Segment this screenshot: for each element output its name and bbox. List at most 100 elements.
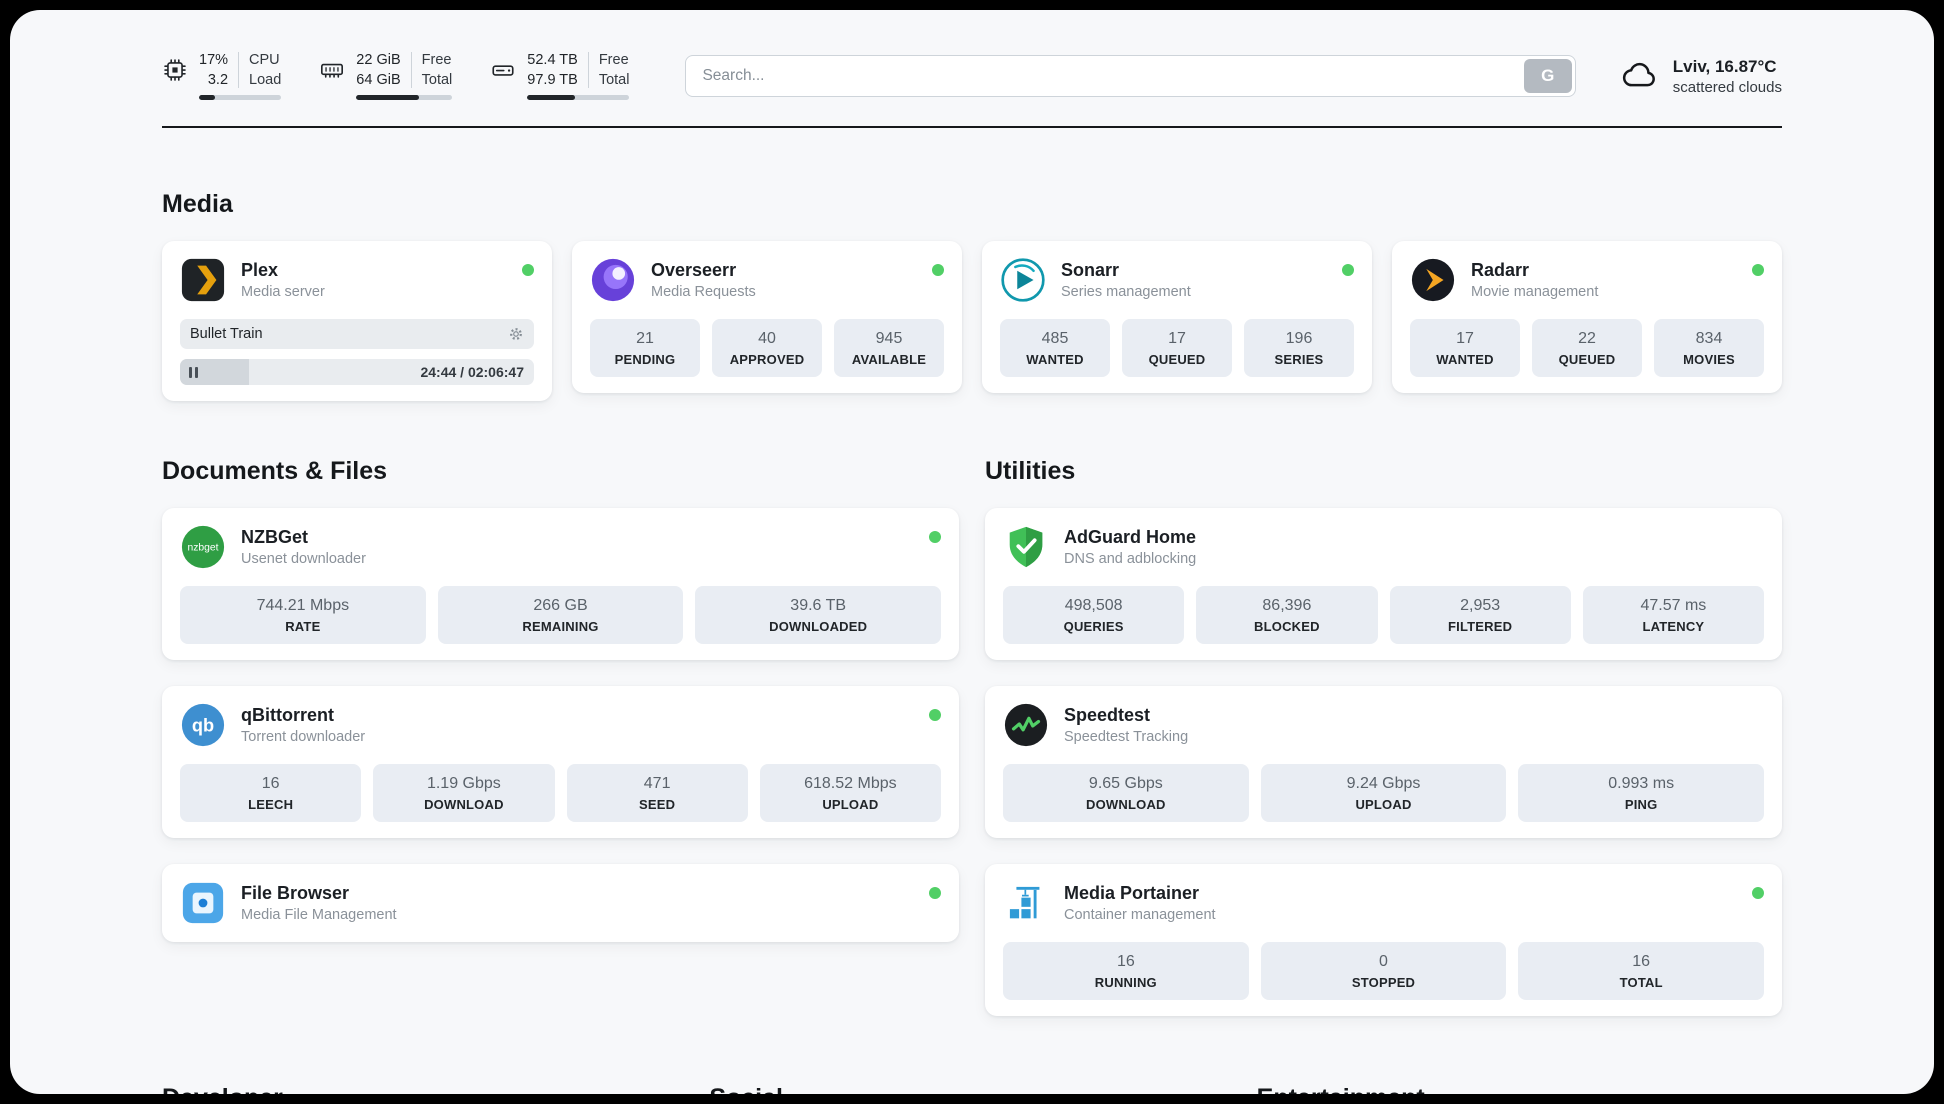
ram-total-label: Total [421,71,453,88]
header-divider [162,126,1782,129]
section-title-entertainment: Entertainment [1257,1084,1782,1094]
cloud-icon [1622,63,1655,87]
stat-box: 16 TOTAL [1518,942,1765,1001]
svg-text:qb: qb [192,716,214,736]
card-nzbget[interactable]: nzbget NZBGet Usenet downloader 744.21 M… [162,508,959,661]
stat-value: 744.21 Mbps [256,597,350,615]
service-subtitle: Container management [1064,907,1216,924]
now-playing-row: Bullet Train [180,319,534,350]
stat-value: 39.6 TB [790,597,847,615]
card-qbittorrent[interactable]: qb qBittorrent Torrent downloader 16 LEE… [162,686,959,839]
stat-box: 744.21 Mbps RATE [180,586,426,645]
stat-box: 16 LEECH [180,764,362,823]
stat-value: 266 GB [533,597,588,615]
stat-value: 16 [1116,953,1135,971]
service-subtitle: Movie management [1471,284,1599,301]
media-cards-row: Plex Media server Bullet Train 24:44 / 0… [162,241,1782,402]
stat-box: 498,508 QUERIES [1003,586,1185,645]
ram-widget: 22 GiB 64 GiB Free Total [319,52,453,101]
overseerr-header: Overseerr Media Requests [590,257,944,303]
card-filebrowser[interactable]: File Browser Media File Management [162,864,959,943]
stat-box: 17 QUEUED [1122,319,1232,378]
service-subtitle: Media server [241,284,325,301]
stat-label: RUNNING [1094,975,1157,991]
card-speedtest[interactable]: Speedtest Speedtest Tracking 9.65 Gbps D… [985,686,1782,839]
ram-usage-bar [356,95,453,101]
stat-value: 485 [1041,330,1069,348]
service-subtitle: DNS and adblocking [1064,551,1197,568]
stat-box: 9.65 Gbps DOWNLOAD [1003,764,1249,823]
plex-header: Plex Media server [180,257,534,303]
stat-label: DOWNLOAD [1086,797,1166,813]
stat-label: UPLOAD [1355,797,1412,813]
service-subtitle: Media File Management [241,907,397,924]
status-dot [1752,887,1764,900]
stat-box: 266 GB REMAINING [437,586,684,645]
stat-value: 945 [875,330,903,348]
cpu-icon [164,59,186,81]
portainer-icon [1003,880,1049,926]
pause-icon[interactable] [189,366,198,378]
stat-label: AVAILABLE [851,352,927,368]
speedtest-stats: 9.65 Gbps DOWNLOAD 9.24 Gbps UPLOAD 0.99… [1003,764,1765,823]
service-name: Plex [241,260,279,281]
stat-box: 618.52 Mbps UPLOAD [759,764,941,823]
stat-box: 40 APPROVED [712,319,822,378]
service-name: NZBGet [241,527,308,548]
stat-label: UPLOAD [822,797,879,813]
service-subtitle: Speedtest Tracking [1064,729,1189,746]
stat-box: 471 SEED [566,764,748,823]
stat-value: 618.52 Mbps [804,775,897,793]
card-sonarr[interactable]: Sonarr Series management 485 WANTED 17 Q… [982,241,1372,394]
service-subtitle: Media Requests [651,284,756,301]
disk-total-value: 97.9 TB [527,71,578,88]
stat-value: 9.24 Gbps [1346,775,1421,793]
search-input[interactable] [686,56,1521,97]
stat-value: 47.57 ms [1640,597,1707,615]
service-name: Radarr [1471,260,1530,281]
stat-label: REMAINING [522,619,599,635]
radarr-header: Radarr Movie management [1410,257,1764,303]
status-dot [1752,264,1764,277]
stat-box: 86,396 BLOCKED [1196,586,1378,645]
sonarr-header: Sonarr Series management [1000,257,1354,303]
stat-label: LEECH [248,797,294,813]
stat-label: WANTED [1436,352,1494,368]
stat-box: 9.24 Gbps UPLOAD [1260,764,1507,823]
section-title-utilities: Utilities [985,457,1076,486]
gear-icon[interactable] [508,326,524,342]
stat-label: APPROVED [729,352,805,368]
section-title-social: Social [709,1084,1234,1094]
status-dot [1342,264,1354,277]
stat-box: 834 MOVIES [1654,319,1764,378]
radarr-stats: 17 WANTED 22 QUEUED 834 MOVIES [1410,319,1764,378]
bookmarks-developer: Developer GH Github github.com SO StackO… [162,1084,687,1094]
disk-usage-bar [527,95,630,101]
top-bar: 17% 3.2 CPU Load [162,52,1782,101]
status-dot [929,709,941,722]
card-adguard[interactable]: AdGuard Home DNS and adblocking 498,508 … [985,508,1782,661]
service-name: Overseerr [651,260,737,281]
disk-widget: 52.4 TB 97.9 TB Free Total [490,52,630,101]
weather-condition: scattered clouds [1672,78,1782,96]
playback-time: 24:44 / 02:06:47 [420,364,524,381]
documents-column: Documents & Files nzbget NZBGet Usenet d… [162,401,959,943]
service-name: Sonarr [1061,260,1120,281]
stat-label: BLOCKED [1254,619,1320,635]
card-portainer[interactable]: Media Portainer Container management 16 … [985,864,1782,1017]
cpu-percent: 17% [199,52,229,68]
portainer-stats: 16 RUNNING 0 STOPPED 16 TOTAL [1003,942,1765,1001]
card-radarr[interactable]: Radarr Movie management 17 WANTED 22 QUE… [1392,241,1782,394]
disk-total-label: Total [598,71,630,88]
cpu-label: CPU [249,52,280,68]
weather-widget[interactable]: Lviv, 16.87°C scattered clouds [1620,56,1782,96]
playback-progress-bar[interactable]: 24:44 / 02:06:47 [180,359,534,386]
stat-box: 945 AVAILABLE [834,319,944,378]
card-overseerr[interactable]: Overseerr Media Requests 21 PENDING 40 A… [572,241,962,394]
service-subtitle: Series management [1061,284,1191,301]
search-engine-button[interactable]: G [1523,59,1572,94]
card-plex[interactable]: Plex Media server Bullet Train 24:44 / 0… [162,241,552,402]
sonarr-stats: 485 WANTED 17 QUEUED 196 SERIES [1000,319,1354,378]
section-title-documents: Documents & Files [162,457,388,486]
bookmarks-area: Developer GH Github github.com SO StackO… [162,1084,1782,1094]
